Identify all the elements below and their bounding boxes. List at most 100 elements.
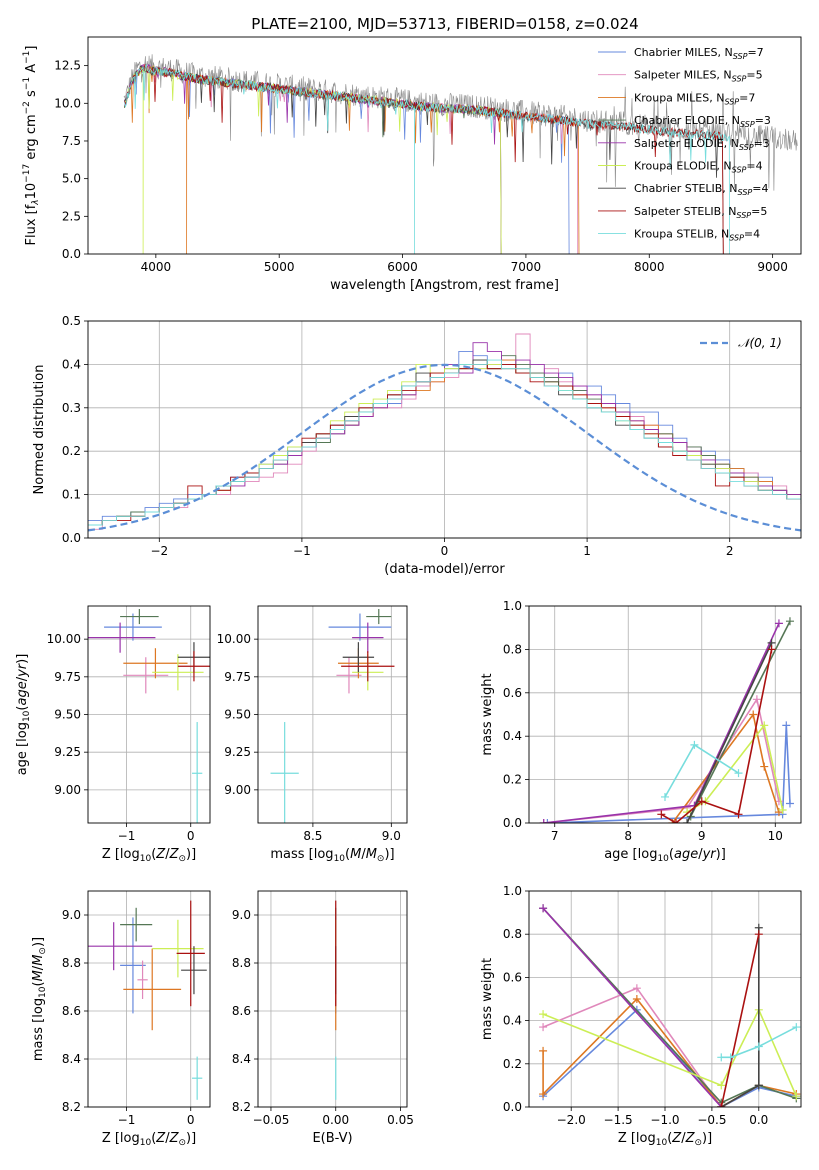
weight-marker — [697, 797, 706, 806]
y-tick-label: 9.00 — [224, 783, 251, 797]
y-axis-label: age [log10(age/yr)] — [15, 654, 32, 776]
y-tick-label: 8.2 — [62, 1100, 81, 1114]
x-axis-label: Z [log10(Z/Z⊙)] — [618, 1131, 712, 1148]
weight-marker — [539, 819, 548, 823]
x-axis-label: age [log10(age/yr)] — [604, 847, 726, 864]
weight-line — [720, 934, 760, 1107]
y-axis-label: mass [log10(M/M⊙)] — [31, 937, 48, 1061]
axes-frame — [87, 36, 802, 255]
y-axis-label: mass weight — [480, 673, 495, 755]
x-tick-label: 8 — [624, 829, 632, 843]
x-tick-label: 0.05 — [387, 1113, 414, 1127]
y-tick-label: 0.1 — [62, 488, 81, 502]
weight-marker — [539, 1090, 548, 1099]
y-tick-label: 8.4 — [62, 1052, 81, 1066]
axes-frame — [87, 605, 211, 824]
massweight_vs_age-panel: 7 8 9 10 0.0 0.2 0.4 0.6 0.8 1.0 age [log10(age/yr… — [480, 599, 802, 864]
y-tick-label: 0.0 — [503, 816, 522, 830]
y-tick-label: 12.5 — [54, 59, 81, 73]
weight-marker — [792, 1023, 801, 1032]
weight-marker — [760, 721, 769, 730]
x-tick-label: 9 — [698, 829, 706, 843]
x-axis-label: mass [log10(M/M⊙)] — [270, 847, 394, 864]
y-tick-label: 10.0 — [54, 96, 81, 110]
x-axis-label: Z [log10(Z/Z⊙)] — [102, 847, 196, 864]
x-tick-label: −1 — [118, 829, 136, 843]
weight-marker — [632, 984, 641, 993]
x-tick-label: −1.5 — [604, 1113, 633, 1127]
y-tick-label: 2.5 — [62, 209, 81, 223]
weight-marker — [760, 762, 769, 771]
weight-marker — [792, 1092, 801, 1101]
x-tick-label: 6000 — [387, 260, 418, 274]
x-axis-label: E(B-V) — [312, 1131, 352, 1146]
legend-entry: Kroupa ELODIE, NSSP=4 — [634, 160, 763, 175]
weight-marker — [717, 1103, 726, 1107]
weight-line — [721, 1026, 797, 1059]
weight-marker — [690, 740, 699, 749]
weight-marker — [754, 1042, 763, 1051]
weight-marker — [754, 1081, 763, 1090]
y-tick-label: 0.0 — [503, 1100, 522, 1114]
y-tick-label: 9.25 — [54, 745, 81, 759]
y-tick-label: 1.0 — [503, 599, 522, 613]
x-tick-label: 9000 — [757, 260, 788, 274]
y-tick-label: 0.8 — [503, 927, 522, 941]
weight-marker — [785, 799, 794, 808]
weight-marker — [754, 930, 763, 939]
legend-entry: Chabrier STELIB, NSSP=4 — [634, 182, 768, 197]
y-tick-label: 10.00 — [47, 632, 81, 646]
y-tick-label: 8.2 — [232, 1100, 251, 1114]
residuals-panel: −2 −1 0 1 2 0.0 0.1 0.2 0.3 0.4 0.5 (data-model)/er… — [32, 314, 802, 577]
y-tick-label: 0.6 — [503, 970, 522, 984]
x-tick-label: −0.5 — [697, 1113, 726, 1127]
legend-entry: Chabrier MILES, NSSP=7 — [634, 46, 764, 61]
spectrum-panel: 4000 5000 6000 7000 8000 9000 0.0 2.5 5.0 7.5 10.0… — [22, 36, 802, 293]
y-tick-label: 0.4 — [62, 357, 81, 371]
x-tick-label: −1.0 — [650, 1113, 679, 1127]
x-tick-label: 9.0 — [382, 829, 401, 843]
y-tick-label: 9.0 — [232, 908, 251, 922]
weight-marker — [782, 721, 791, 730]
y-tick-label: 8.6 — [62, 1004, 81, 1018]
weight-marker — [632, 995, 641, 1003]
x-tick-label: 7000 — [511, 260, 542, 274]
x-tick-label: 0 — [441, 544, 449, 558]
weight-marker — [749, 710, 758, 719]
x-tick-label: 0.00 — [322, 1113, 349, 1127]
weight-marker — [717, 1053, 726, 1062]
weight-marker — [774, 619, 783, 628]
age_vs_Z-panel: −1 0 9.00 9.25 9.50 9.75 10.00 Z [log10(Z/Z⊙)] a… — [15, 605, 211, 864]
x-tick-label: −2 — [150, 544, 168, 558]
y-tick-label: 0.0 — [62, 247, 81, 261]
y-tick-label: 10.00 — [217, 632, 251, 646]
legend-entry: Salpeter MILES, NSSP=5 — [634, 69, 763, 84]
x-tick-label: −2.0 — [557, 1113, 586, 1127]
x-axis-label: wavelength [Angstrom, rest frame] — [330, 278, 559, 293]
x-axis-label: (data-model)/error — [384, 562, 505, 577]
y-axis-label: Flux [fλ10−17 erg cm−2 s−1 A−1] — [22, 46, 41, 246]
legend-entry: Kroupa STELIB, NSSP=4 — [634, 228, 760, 243]
weight-marker — [672, 819, 681, 823]
histogram-step-line — [88, 359, 801, 526]
axes-frame — [257, 605, 408, 824]
axes-frame — [528, 605, 802, 824]
legend-entry: Chabrier ELODIE, NSSP=3 — [634, 114, 771, 129]
x-tick-label: −1 — [118, 1113, 136, 1127]
x-tick-label: 4000 — [141, 260, 172, 274]
weight-marker — [778, 805, 787, 814]
y-axis-label: Normed distribution — [32, 365, 47, 495]
y-tick-label: 0.0 — [62, 531, 81, 545]
axes-frame — [528, 890, 802, 1108]
weight-line — [542, 907, 797, 1104]
y-tick-label: 9.25 — [224, 745, 251, 759]
y-tick-label: 0.2 — [503, 773, 522, 787]
weight-marker — [752, 695, 761, 704]
mass_vs_EBV-panel: −0.05 0.00 0.05 8.2 8.4 8.6 8.8 9.0 E(B-V) — [232, 890, 414, 1146]
y-tick-label: 0.5 — [62, 314, 81, 328]
weight-marker — [734, 810, 743, 819]
massweight_vs_Z-panel: −2.0 −1.5 −1.0 −0.5 0.0 0.0 0.2 0.4 0.6 0.8 1.0 Z [… — [480, 884, 802, 1148]
axes-frame — [87, 890, 211, 1108]
weight-marker — [539, 904, 548, 913]
